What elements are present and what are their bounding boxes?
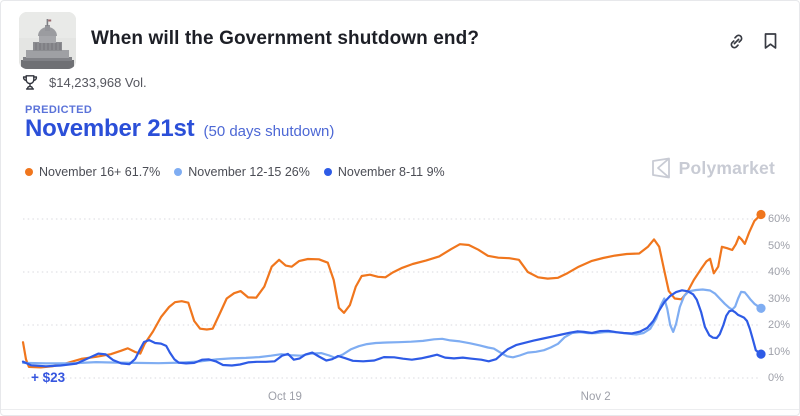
trophy-icon	[22, 75, 38, 90]
y-axis-label: 40%	[768, 266, 791, 278]
volume-row: $14,233,968 Vol.	[22, 74, 147, 91]
price-change-label: + $23	[31, 370, 66, 385]
predicted-value: November 21st	[25, 115, 195, 142]
header-actions	[726, 31, 780, 51]
market-title: When will the Government shutdown end?	[91, 28, 480, 49]
y-axis-label: 0%	[768, 372, 784, 384]
series-line-november-16-	[21, 213, 763, 369]
polymarket-watermark: Polymarket	[650, 157, 775, 179]
legend-label: November 12-15 26%	[188, 165, 310, 179]
link-icon	[730, 34, 742, 48]
series-line-november-8-11	[21, 289, 763, 368]
series-line-november-12-15	[21, 288, 763, 365]
series-end-dot	[756, 349, 766, 359]
chart-plot-area[interactable]	[21, 205, 766, 385]
predicted-note: (50 days shutdown)	[203, 123, 335, 140]
bookmark-icon	[764, 33, 776, 49]
legend-item-november-8-11[interactable]: November 8-11 9%	[323, 165, 445, 179]
y-axis-label: 30%	[768, 292, 791, 305]
x-axis-label: Oct 19	[268, 391, 302, 403]
y-axis-label: 60%	[768, 213, 791, 225]
series-end-dot	[756, 209, 766, 220]
legend-item-november-12-15[interactable]: November 12-15 26%	[174, 165, 310, 179]
predicted-label: PREDICTED	[25, 104, 93, 116]
legend-label: November 8-11 9%	[337, 165, 445, 179]
series-end-dot	[756, 303, 766, 313]
copy-link-button[interactable]	[726, 31, 746, 51]
predicted-outcome: November 21st (50 days shutdown)	[25, 115, 334, 143]
legend-item-november-16plus[interactable]: November 16+ 61.7%	[25, 165, 160, 179]
chart-legend: November 16+ 61.7% November 12-15 26% No…	[25, 165, 445, 179]
volume-text: $14,233,968 Vol.	[49, 75, 147, 90]
polymarket-logo-icon	[651, 157, 670, 179]
price-chart[interactable]: 0% 10% 20% 30% 40% 50% 60% Oct 19 Nov 2 + $23	[21, 205, 790, 403]
y-axis-label: 10%	[768, 345, 791, 358]
y-axis-label: 50%	[768, 239, 791, 252]
legend-dot-dark-blue	[323, 168, 332, 176]
y-axis-label: 20%	[768, 319, 791, 331]
legend-label: November 16+ 61.7%	[39, 165, 161, 179]
bottom-divider	[1, 409, 799, 410]
market-image-capitol	[19, 12, 76, 69]
bookmark-button[interactable]	[760, 31, 780, 51]
legend-dot-light-blue	[174, 168, 183, 176]
x-axis-label: Nov 2	[580, 391, 611, 403]
legend-dot-orange	[25, 168, 33, 176]
polymarket-watermark-text: Polymarket	[678, 157, 775, 178]
capitol-building-illustration	[19, 12, 76, 69]
